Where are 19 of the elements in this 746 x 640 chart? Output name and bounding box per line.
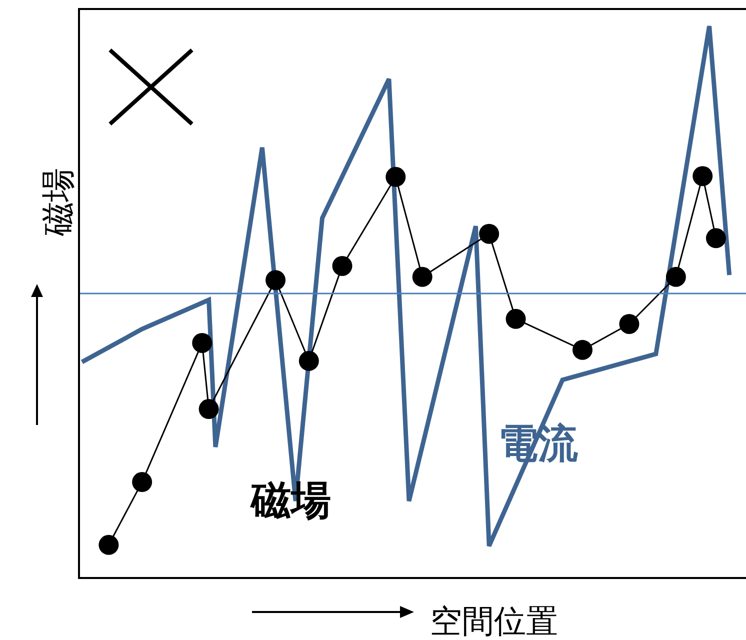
point: [98, 534, 119, 555]
point: [192, 332, 212, 353]
point: [619, 314, 640, 334]
point: [412, 266, 432, 287]
point: [266, 270, 286, 290]
point: [572, 340, 592, 360]
point: [666, 266, 686, 287]
point: [198, 399, 219, 420]
point: [706, 228, 726, 248]
x-axis-title: 空間位置: [430, 602, 558, 640]
point: [298, 350, 319, 371]
point: [506, 308, 526, 329]
point: [692, 166, 713, 186]
series-label: 磁場: [249, 478, 331, 524]
point: [386, 166, 406, 187]
point: [479, 224, 500, 244]
point: [332, 256, 352, 276]
y-axis-title: 磁場: [38, 168, 78, 237]
point: [132, 472, 152, 492]
